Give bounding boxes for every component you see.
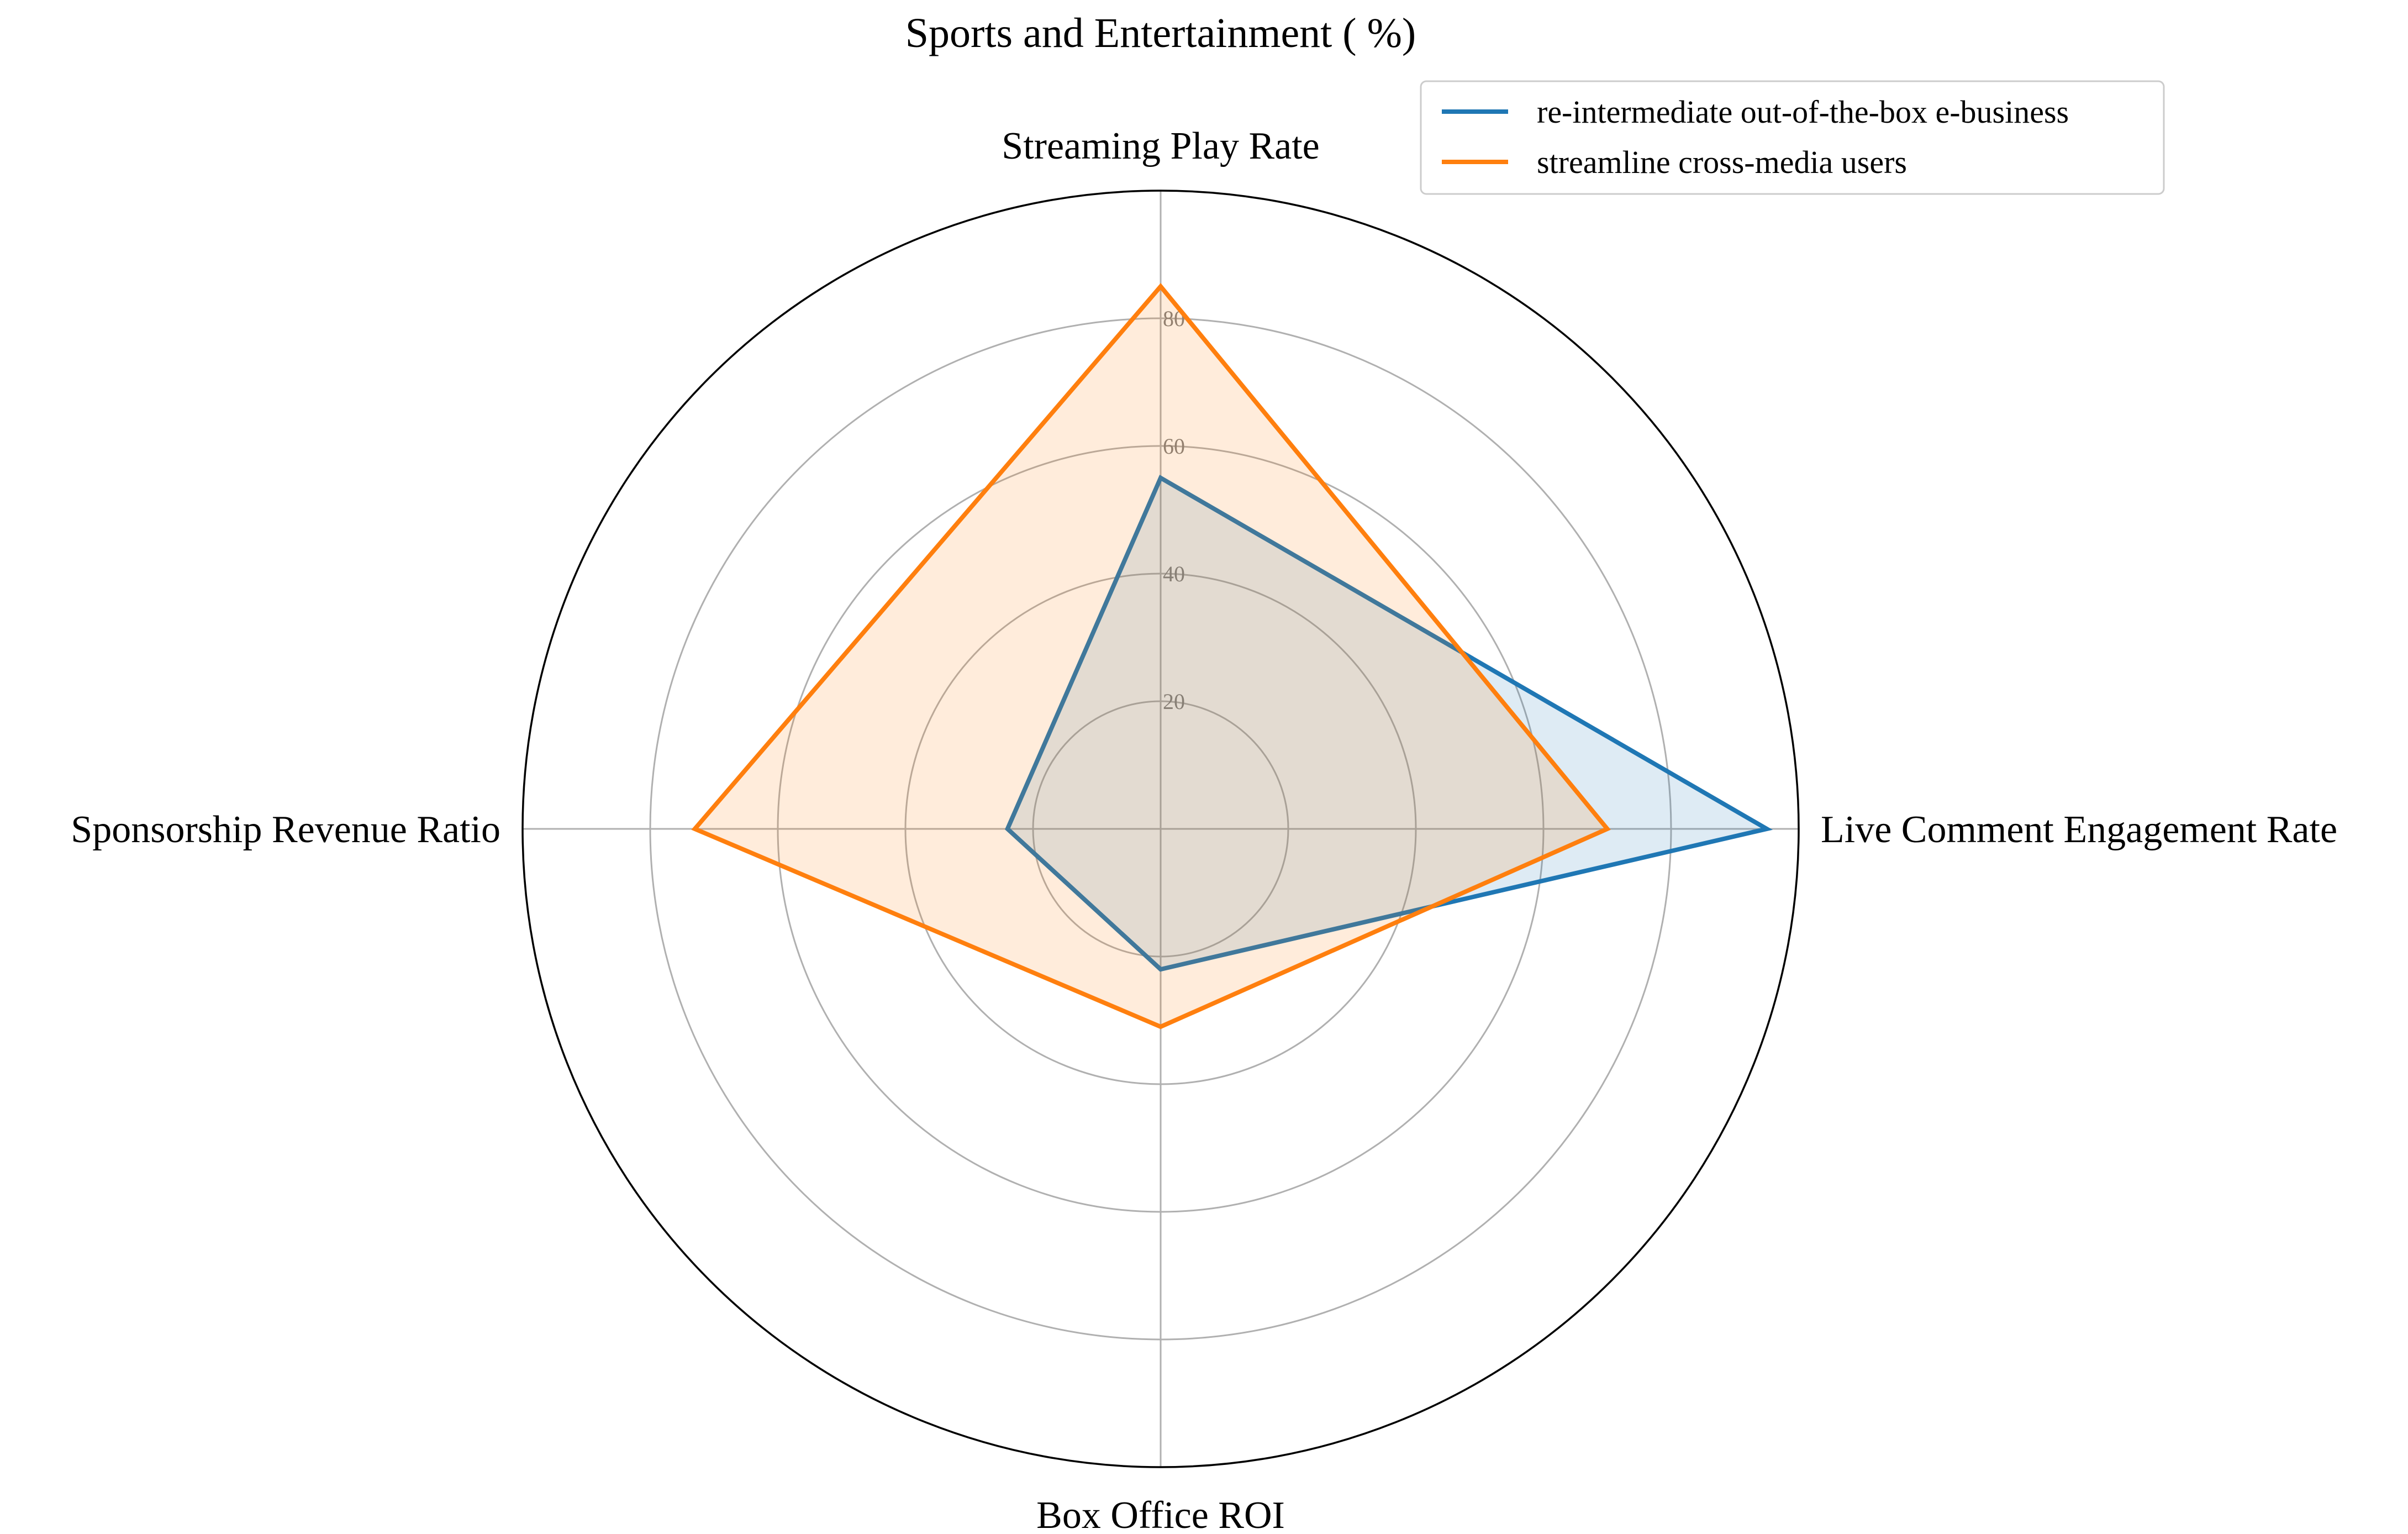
outer-frame-circle xyxy=(521,190,1800,1468)
chart-title: Sports and Entertainment ( %) xyxy=(905,10,1416,56)
legend-box xyxy=(1420,80,2165,195)
axis-label-1: Live Comment Engagement Rate xyxy=(1821,808,2337,851)
tick-label-60: 60 xyxy=(1163,434,1185,459)
legend: re-intermediate out-of-the-box e-busines… xyxy=(1420,80,2165,195)
tick-label-40: 40 xyxy=(1163,561,1185,586)
series-1-area xyxy=(1007,477,1767,970)
series-2-area xyxy=(694,286,1608,1027)
legend-label-series-1: re-intermediate out-of-the-box e-busines… xyxy=(1537,94,2069,130)
axis-label-0: Streaming Play Rate xyxy=(1002,125,1319,167)
tick-label-20: 20 xyxy=(1163,689,1185,714)
radar-series xyxy=(691,283,1773,1029)
axis-labels: Streaming Play Rate Live Comment Engageme… xyxy=(71,125,2337,1534)
axis-label-2: Box Office ROI xyxy=(1036,1494,1285,1534)
legend-label-series-2: streamline cross-media users xyxy=(1537,144,1907,180)
axis-label-3: Sponsorship Revenue Ratio xyxy=(71,808,500,851)
